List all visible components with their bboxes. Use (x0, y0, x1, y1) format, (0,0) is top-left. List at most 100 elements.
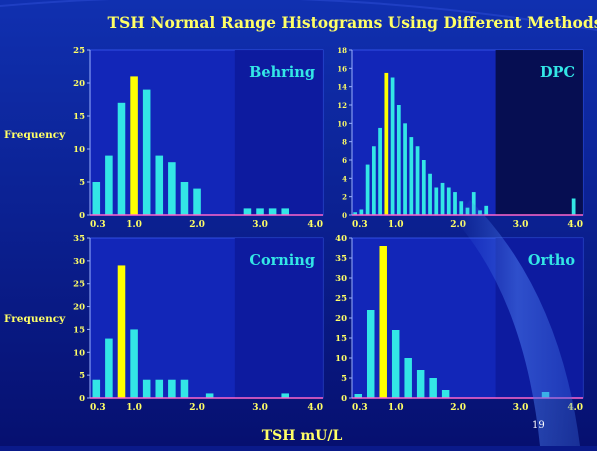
histogram-bar (180, 379, 189, 398)
y-tick-label: 10 (337, 119, 347, 128)
x-tick-label: 3.0 (252, 403, 268, 413)
histogram-bar (193, 188, 201, 215)
histogram-bar-highlight (384, 72, 389, 216)
y-tick-label: 10 (73, 348, 85, 358)
y-tick-label: 5 (341, 374, 347, 384)
plot-shaded-region (234, 238, 323, 398)
y-tick-label: 15 (335, 334, 347, 344)
histogram-bar (168, 162, 176, 215)
y-tick-label: 14 (337, 83, 347, 92)
histogram-bar (403, 123, 407, 215)
chart-title: TSH Normal Range Histograms Using Differ… (108, 13, 597, 32)
x-tick-label: 1.0 (388, 220, 404, 230)
y-tick-label: 0 (341, 394, 347, 404)
histogram-bar (453, 192, 457, 215)
histogram-bar (391, 330, 400, 398)
histogram-bar (155, 379, 164, 398)
histogram-bar (441, 390, 450, 398)
histogram-bar-highlight (130, 76, 138, 216)
y-tick-label: 8 (342, 138, 347, 147)
y-tick-label: 2 (342, 193, 347, 202)
histogram-bar (130, 329, 138, 398)
y-tick-label: 6 (342, 156, 347, 165)
histogram-bar (429, 378, 437, 398)
x-tick-label: 4.0 (567, 220, 583, 230)
x-tick-label: 4.0 (307, 220, 323, 230)
x-tick-label: 0.3 (90, 220, 106, 230)
y-axis-label-top: Frequency (4, 129, 66, 141)
histogram-bar (142, 89, 151, 215)
y-tick-label: 30 (335, 274, 347, 284)
y-tick-label: 15 (73, 325, 85, 335)
y-axis-label-bottom: Frequency (4, 313, 66, 325)
x-tick-label: 3.0 (513, 403, 529, 413)
histogram-bar (421, 160, 426, 215)
panel-label: Corning (249, 252, 315, 269)
y-tick-label: 0 (79, 394, 85, 404)
y-tick-label: 5 (79, 178, 85, 188)
y-tick-label: 20 (73, 79, 85, 89)
histogram-bar (390, 77, 395, 215)
histogram-bar (243, 208, 252, 215)
histogram-bar (571, 198, 576, 215)
x-tick-label: 2.0 (189, 403, 205, 413)
histogram-bar (105, 155, 113, 215)
y-tick-label: 0 (342, 211, 347, 220)
histogram-bar (446, 187, 451, 215)
x-axis-title: TSH mU/L (262, 428, 343, 444)
histogram-bar (155, 155, 164, 215)
y-tick-label: 15 (73, 112, 85, 122)
x-tick-label: 4.0 (567, 403, 583, 413)
x-tick-label: 4.0 (307, 403, 323, 413)
histogram-bar (256, 208, 264, 215)
y-tick-label: 35 (73, 234, 85, 244)
histogram-bar (440, 182, 445, 215)
histogram-bar (428, 173, 432, 215)
plot-shaded-region (234, 50, 323, 215)
y-tick-label: 40 (335, 234, 347, 244)
x-tick-label: 0.3 (352, 220, 368, 230)
plot-shaded-region (495, 50, 583, 215)
y-tick-label: 35 (335, 254, 347, 264)
histogram-bar (205, 393, 214, 398)
y-tick-label: 25 (73, 46, 85, 56)
histogram-bar (268, 208, 277, 215)
histogram-bar (365, 164, 370, 215)
histogram-bar-highlight (379, 246, 387, 398)
x-tick-label: 1.0 (388, 403, 404, 413)
panel-label: Ortho (528, 252, 576, 269)
histogram-bar (105, 338, 113, 398)
y-tick-label: 5 (79, 371, 85, 381)
x-tick-label: 3.0 (252, 220, 268, 230)
y-tick-label: 25 (73, 280, 85, 290)
x-tick-label: 1.0 (126, 220, 142, 230)
histogram-bar (459, 201, 464, 215)
x-tick-label: 3.0 (513, 220, 529, 230)
histogram-bar (168, 379, 176, 398)
histogram-bar (366, 310, 375, 398)
histogram-bar-highlight (117, 265, 126, 398)
histogram-bar (484, 205, 489, 215)
x-tick-label: 2.0 (189, 220, 205, 230)
panel-label: DPC (540, 64, 575, 81)
histogram-bar (434, 187, 439, 215)
y-tick-label: 0 (79, 211, 85, 221)
histogram-bar (92, 182, 101, 215)
histogram-bar (281, 393, 289, 398)
histogram-bar (92, 379, 101, 398)
decorative-arc (0, 0, 597, 31)
x-tick-label: 2.0 (450, 403, 466, 413)
histogram-bar (471, 192, 476, 215)
y-tick-label: 25 (335, 294, 347, 304)
y-tick-label: 20 (73, 303, 85, 313)
panel-label: Behring (249, 64, 315, 81)
histogram-bar (117, 102, 126, 215)
x-tick-label: 2.0 (450, 220, 466, 230)
histogram-bar (416, 370, 425, 398)
histogram-bar (180, 182, 189, 215)
histogram-panel-dpc: 0 2 4 6 8 10 12 14 16 18 0.3 1.0 2.0 3.0 4.0 DPC (337, 46, 584, 230)
histogram-bar (353, 212, 357, 215)
histogram-bar (354, 394, 362, 398)
